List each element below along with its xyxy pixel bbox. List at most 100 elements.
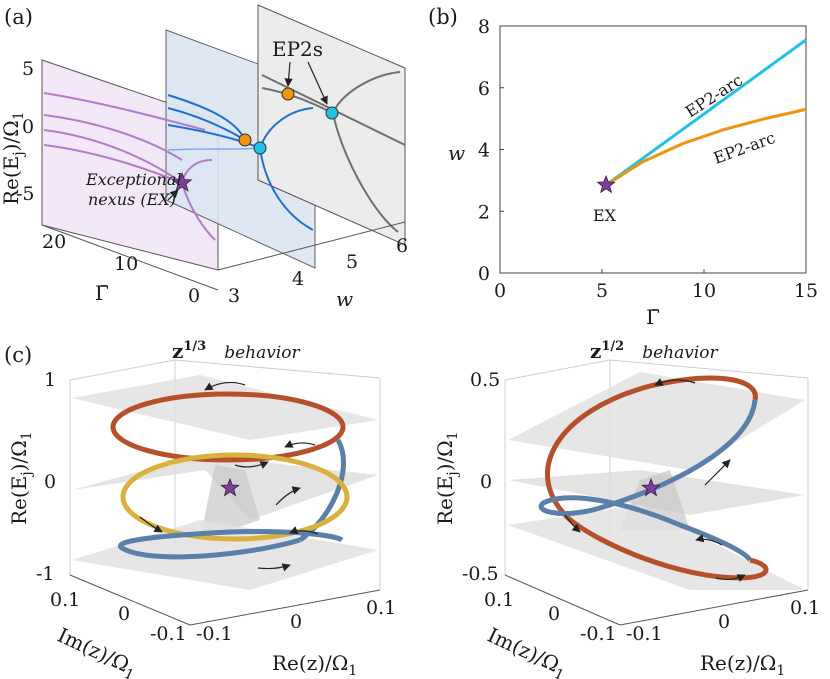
c-left-surface-top [72, 375, 378, 440]
c-left-ex-star [220, 477, 240, 497]
c-left-retick-3: 0.1 [366, 597, 396, 619]
c-right-arrows [564, 378, 746, 583]
panel-b-ticks: 0 5 10 15 0 2 4 6 8 [478, 16, 818, 302]
c-right-imtick-3: -0.1 [580, 623, 617, 645]
c-right-arrow-4 [695, 534, 723, 546]
w-tick-3: 3 [228, 285, 240, 307]
gamma-tick-10: 10 [114, 253, 138, 275]
c-right-ztick-05: 0.5 [470, 369, 500, 391]
c-left-arrow-5 [139, 516, 163, 533]
c-left-edge-3 [174, 359, 381, 379]
panel-a-ylabel: Re(Ej)/Ω1 [0, 111, 27, 205]
blue-curve-1 [167, 94, 246, 141]
c-right-ex-star [641, 477, 661, 497]
c-left-arrow-4 [275, 486, 301, 506]
c-left-ztick-m1: -1 [36, 563, 55, 585]
b-xtick-label-3: 15 [794, 280, 818, 302]
ep2-marker-cyan-back [325, 106, 339, 120]
c-right-edge-3 [609, 359, 809, 379]
panel-c-right: z1/2 behavior 0.5 0 -0.5 Re(Ej)/Ω1 0.1 0 … [433, 339, 820, 679]
blue-curve-3 [167, 124, 261, 149]
panel-a-gamma-axis-line [41, 224, 219, 291]
panel-b-arc-label-2: EP2-arc [711, 128, 778, 168]
c-left-imlabel: Im(z)/Ω1 [52, 623, 141, 679]
ex-arrow [167, 189, 179, 201]
panel-b-series [596, 38, 807, 194]
c-right-relabel: Re(z)/Ω1 [700, 651, 785, 679]
panel-a-label: (a) [4, 5, 33, 29]
c-left-arrows [139, 381, 319, 572]
c-right-arrow-1 [654, 378, 696, 386]
grey-plane [257, 4, 406, 246]
panel-c-left: z1/3 behavior 1 0 -1 Re(Ej)/Ω1 0.1 0 -0.1… [7, 339, 396, 679]
c-right-zlabel: Re(Ej)/Ω1 [433, 431, 461, 525]
c-left-arrow-2 [284, 439, 316, 448]
panel-b: (b) 0 5 10 15 0 2 4 6 8 w Γ̄ EX EP2-arc EP2-arc [428, 5, 818, 329]
panel-a-gamma-axis: 20 10 0 Γ̄ [41, 224, 219, 307]
c-left-arrow-7 [257, 563, 291, 572]
c-left-imtick-3: -0.1 [150, 623, 187, 645]
panel-a-ytick-m5: -5 [16, 183, 35, 205]
c-left-surface-cusp [200, 465, 260, 540]
c-right-retick-1: -0.1 [626, 623, 663, 645]
c-right-arrow-3 [564, 514, 581, 533]
c-right-rust-seg-2 [566, 516, 769, 581]
blue-curve-4 [259, 107, 314, 149]
b-xtick-label-1: 5 [596, 280, 608, 302]
b-ytick-label-4: 8 [478, 16, 490, 38]
c-right-ztick-m05: -0.5 [462, 563, 499, 585]
c-right-blue-seg-2 [544, 495, 753, 562]
b-xtick-label-2: 10 [692, 280, 716, 302]
panel-a: (a) EP2s Except [0, 4, 408, 311]
c-right-im-axis [504, 574, 621, 626]
gamma-tick-20: 20 [42, 231, 66, 253]
c-left-retick-2: 0 [290, 611, 302, 633]
panel-b-label: (b) [428, 5, 458, 29]
b-ytick-label-1: 2 [478, 201, 490, 223]
c-left-im-axis [69, 574, 191, 626]
b-ytick-label-0: 0 [478, 263, 490, 285]
panel-b-arc-label-1: EP2-arc [682, 70, 746, 121]
ex-label-line2: nexus (EX) [88, 190, 176, 209]
w-label: w [336, 287, 353, 311]
c-left-ztick-0: 0 [44, 471, 56, 493]
c-right-ztick-0: 0 [480, 471, 492, 493]
blue-curve-5 [259, 147, 314, 231]
c-right-edge-5 [504, 359, 611, 381]
ep2s-arrow-1 [284, 61, 293, 87]
w-tick-6: 6 [396, 235, 408, 257]
w-tick-5: 5 [346, 251, 358, 273]
b-ytick-label-2: 4 [478, 140, 490, 162]
purple-curve-4 [43, 144, 183, 184]
panel-c-label: (c) [4, 343, 32, 367]
c-right-re-axis [619, 589, 809, 626]
panel-b-ex-label: EX [593, 206, 617, 225]
panel-a-w-axis: 3 4 5 6 w [217, 221, 408, 311]
c-right-surface-top [508, 372, 805, 470]
panel-a-w-axis-line [217, 221, 406, 271]
gamma-label: Γ̄ [95, 281, 109, 305]
c-left-arrow-3 [234, 461, 269, 469]
panel-b-xlabel: Γ̄ [646, 305, 660, 329]
ep2s-label: EP2s [272, 37, 323, 61]
blue-curve-2 [167, 107, 246, 141]
panel-b-ylabel: w [448, 141, 465, 165]
c-left-re-axis [189, 589, 381, 626]
c-right-retick-2: 0 [718, 611, 730, 633]
b-series-line-1 [605, 107, 807, 187]
panel-a-yaxis: 5 0 -5 Re(Ej)/Ω1 [0, 58, 43, 225]
c-left-ztick-1: 1 [44, 369, 56, 391]
ex-star-a [171, 171, 193, 192]
ep2s-arrow-2 [307, 61, 328, 105]
c-left-retick-1: -0.1 [196, 623, 233, 645]
c-right-arrow-2 [704, 459, 731, 486]
panel-a-ytick-5: 5 [22, 58, 34, 80]
c-right-imtick-2: 0 [548, 603, 560, 625]
purple-curve-2 [43, 114, 183, 161]
w-tick-4: 4 [292, 268, 304, 290]
ep2-marker-cyan-front [253, 141, 267, 155]
gamma-tick-0: 0 [188, 285, 200, 307]
purple-curve-1 [43, 92, 206, 131]
panel-a-ytick-0: 0 [22, 116, 34, 138]
c-left-mustard-loop [120, 452, 350, 542]
